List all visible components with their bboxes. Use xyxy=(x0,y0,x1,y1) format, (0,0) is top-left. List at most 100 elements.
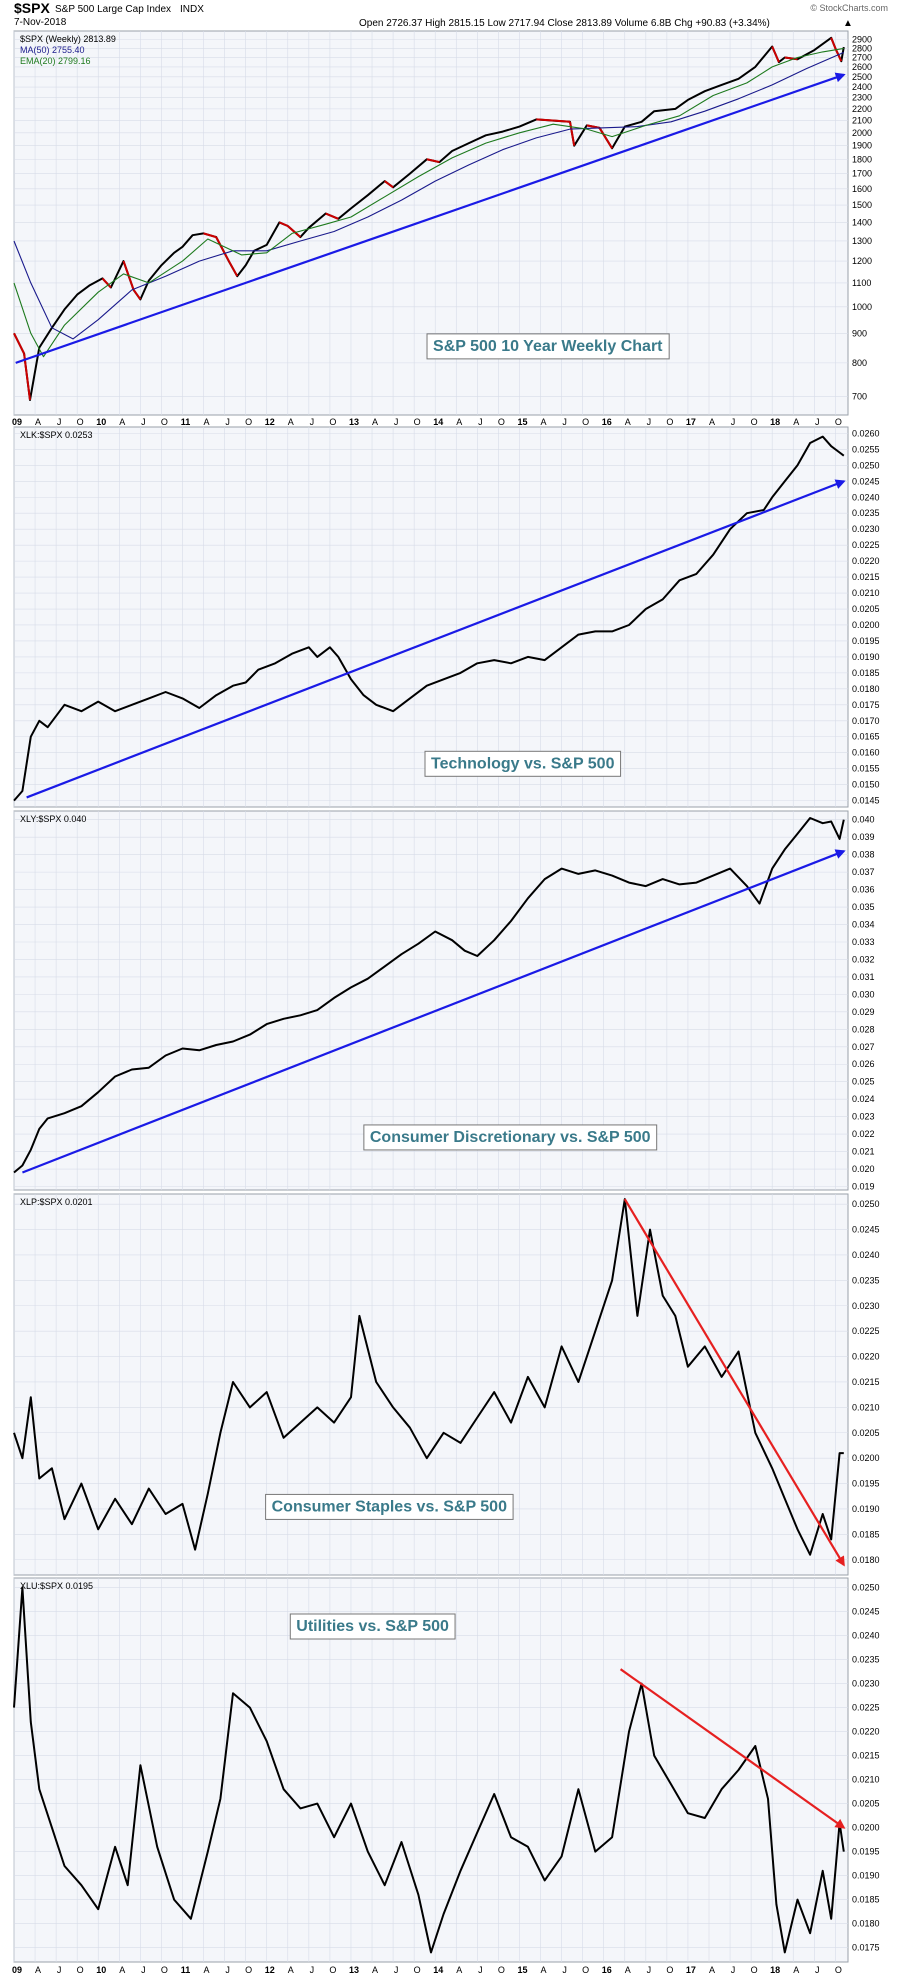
y-tick-label: 0.0195 xyxy=(852,1479,880,1489)
y-tick-label: 0.0230 xyxy=(852,1679,880,1689)
x-tick-label: 18 xyxy=(770,417,780,427)
y-tick-label: 0.0185 xyxy=(852,668,880,678)
chart-annotation: S&P 500 10 Year Weekly Chart xyxy=(426,333,670,360)
y-tick-label: 0.0240 xyxy=(852,1250,880,1260)
x-tick-label: O xyxy=(751,1965,758,1975)
up-arrow-icon: ▲ xyxy=(843,18,853,29)
x-tick-label: J xyxy=(731,417,736,427)
y-tick-label: 0.0245 xyxy=(852,1607,880,1617)
y-tick-label: 0.0200 xyxy=(852,1453,880,1463)
y-tick-label: 0.0250 xyxy=(852,1199,880,1209)
x-tick-label: J xyxy=(562,417,567,427)
y-tick-label: 0.0230 xyxy=(852,1301,880,1311)
y-tick-label: 0.0205 xyxy=(852,1799,880,1809)
x-tick-label: A xyxy=(372,417,378,427)
y-tick-label: 0.023 xyxy=(852,1112,875,1122)
y-tick-label: 0.0170 xyxy=(852,716,880,726)
x-tick-label: J xyxy=(310,1965,315,1975)
y-tick-label: 2500 xyxy=(852,72,872,82)
x-tick-label: J xyxy=(310,417,315,427)
y-tick-label: 0.0220 xyxy=(852,556,880,566)
y-tick-label: 0.0195 xyxy=(852,1847,880,1857)
x-tick-label: 14 xyxy=(433,1965,443,1975)
y-tick-label: 0.024 xyxy=(852,1094,875,1104)
y-tick-label: 1200 xyxy=(852,256,872,266)
x-tick-label: A xyxy=(541,417,547,427)
x-tick-label: O xyxy=(161,417,168,427)
y-tick-label: 0.0180 xyxy=(852,1555,880,1565)
y-tick-label: 0.0250 xyxy=(852,460,880,470)
y-tick-label: 0.0210 xyxy=(852,588,880,598)
panel-spx: 700 800 900 1000 1100 1200 1300 1400 1500 1600 170… xyxy=(13,30,872,416)
y-tick-label: 0.0225 xyxy=(852,540,880,550)
x-tick-label: A xyxy=(35,417,41,427)
y-tick-label: 0.037 xyxy=(852,867,875,877)
price-down-segment xyxy=(553,119,571,123)
series-line xyxy=(13,47,844,358)
x-tick-label: J xyxy=(225,417,230,427)
x-tick-label: J xyxy=(815,1965,820,1975)
x-tick-label: O xyxy=(835,1965,842,1975)
y-tick-label: 0.019 xyxy=(852,1182,875,1192)
symbol: $SPX xyxy=(14,0,50,16)
y-tick-label: 0.0225 xyxy=(852,1703,880,1713)
legend-entry: $SPX (Weekly) 2813.89 xyxy=(20,34,116,44)
price-down-segment xyxy=(132,289,142,300)
panel-xly: 0.019 0.020 0.021 0.022 0.023 0.024 0.025 0.026… xyxy=(13,810,875,1192)
price-down-segment xyxy=(215,236,230,262)
x-tick-label: O xyxy=(77,1965,84,1975)
y-tick-label: 0.0220 xyxy=(852,1727,880,1737)
price-down-segment xyxy=(771,46,780,63)
x-tick-label: J xyxy=(394,1965,399,1975)
y-tick-label: 0.0230 xyxy=(852,524,880,534)
price-down-segment xyxy=(203,232,217,239)
legend-entry: XLK:$SPX 0.0253 xyxy=(20,430,93,440)
price-down-segment xyxy=(23,353,31,401)
y-tick-label: 0.0235 xyxy=(852,1655,880,1665)
y-tick-label: 0.036 xyxy=(852,885,875,895)
y-tick-label: 0.0175 xyxy=(852,700,880,710)
x-tick-label: 15 xyxy=(517,417,527,427)
y-tick-label: 2200 xyxy=(852,104,872,114)
y-tick-label: 0.0180 xyxy=(852,684,880,694)
y-tick-label: 0.0260 xyxy=(852,428,880,438)
x-tick-label: O xyxy=(329,417,336,427)
y-tick-label: 0.029 xyxy=(852,1007,875,1017)
x-tick-label: J xyxy=(562,1965,567,1975)
x-tick-label: 15 xyxy=(517,1965,527,1975)
panel-xlp: 0.0180 0.0185 0.0190 0.0195 0.0200 0.0205 0.02… xyxy=(13,1193,880,1576)
y-tick-label: 0.0215 xyxy=(852,1377,880,1387)
y-tick-label: 0.020 xyxy=(852,1164,875,1174)
y-tick-label: 0.0160 xyxy=(852,748,880,758)
y-tick-label: 0.0175 xyxy=(852,1943,880,1953)
x-tick-label: O xyxy=(245,417,252,427)
index-name: S&P 500 Large Cap Index xyxy=(55,4,171,15)
trendline-arrow xyxy=(15,72,846,364)
annotation-text: S&P 500 10 Year Weekly Chart xyxy=(433,338,663,355)
annotation-box xyxy=(424,750,622,777)
annotation-box xyxy=(426,333,670,360)
x-tick-label: A xyxy=(288,1965,294,1975)
annotation-text: Consumer Discretionary vs. S&P 500 xyxy=(370,1129,651,1146)
x-tick-label: 14 xyxy=(433,417,443,427)
y-tick-label: 0.030 xyxy=(852,989,875,999)
y-tick-label: 0.0195 xyxy=(852,636,880,646)
x-tick-label: O xyxy=(666,1965,673,1975)
price-down-segment xyxy=(287,225,302,238)
y-tick-label: 2600 xyxy=(852,62,872,72)
price-down-segment xyxy=(227,260,239,277)
x-tick-label: J xyxy=(478,417,483,427)
x-tick-label: J xyxy=(225,1965,230,1975)
x-tick-label: 17 xyxy=(686,1965,696,1975)
x-tick-label: A xyxy=(119,417,125,427)
y-tick-label: 0.0180 xyxy=(852,1919,880,1929)
legend-entry: XLU:$SPX 0.0195 xyxy=(20,1581,93,1591)
y-tick-label: 1900 xyxy=(852,141,872,151)
price-down-segment xyxy=(101,277,112,289)
x-tick-label: J xyxy=(647,417,652,427)
price-down-segment xyxy=(598,127,613,149)
x-tick-label: A xyxy=(35,1965,41,1975)
y-tick-label: 1500 xyxy=(852,200,872,210)
y-tick-label: 0.0210 xyxy=(852,1402,880,1412)
y-tick-label: 0.0245 xyxy=(852,1225,880,1235)
